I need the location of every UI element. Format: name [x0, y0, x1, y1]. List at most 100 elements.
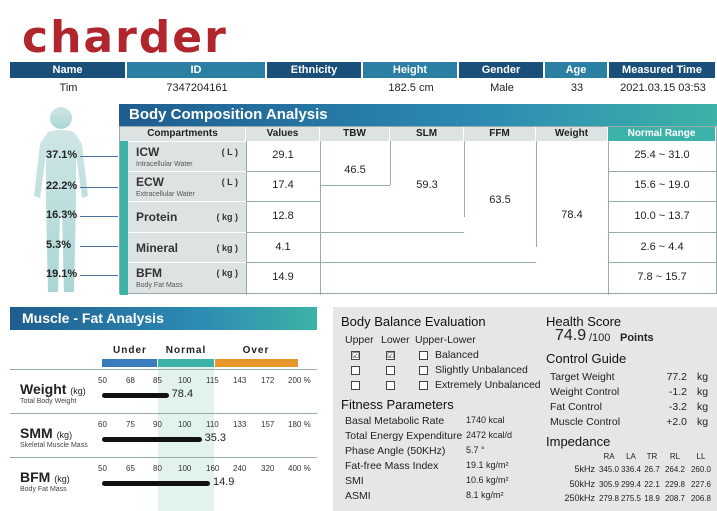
col-slm: SLM — [390, 127, 464, 141]
range-protein: 10.0 ~ 13.7 — [634, 210, 690, 222]
impedance-val: 22.1 — [644, 480, 660, 489]
tick-label: 100 — [178, 464, 192, 473]
checkbox-upper-lower-balanced[interactable] — [419, 351, 428, 360]
impedance-val: 345.0 — [598, 465, 620, 474]
body-composition-table: Compartments Values TBW SLM FFM Weight N… — [119, 126, 717, 295]
header-label-name: Name — [10, 62, 127, 78]
impedance-val: 336.4 — [620, 465, 642, 474]
grid-line — [390, 141, 391, 185]
percent-line — [80, 246, 118, 247]
impedance-col: LL — [696, 452, 706, 461]
compartment-sub: Intracellular Water — [136, 161, 193, 168]
right-panel: Body Balance Evaluation Upper Lower Uppe… — [333, 307, 717, 511]
checkbox-upper-slight[interactable] — [351, 366, 360, 375]
grid-line — [246, 141, 247, 295]
header-value-age: 33 — [570, 82, 584, 94]
mfa-sub: Total Body Weight — [20, 398, 77, 405]
mfa-name-text: BFM — [20, 469, 51, 485]
control-label: Fat Control — [550, 401, 602, 413]
mfa-bar-weight — [102, 393, 169, 398]
fitness-value: 5.7 ° — [466, 445, 485, 455]
compartment-unit: ( kg ) — [216, 243, 239, 253]
compartment-icw: ICW Intracellular Water ( L ) — [128, 142, 246, 171]
fitness-label: Phase Angle (50KHz) — [345, 445, 446, 457]
control-unit: kg — [697, 416, 709, 428]
compartment-unit: ( kg ) — [216, 212, 239, 222]
header-label-id: ID — [127, 62, 267, 78]
percent-line — [80, 216, 118, 217]
grid-line — [320, 141, 321, 295]
col-compartments: Compartments — [120, 127, 246, 141]
tick-label: 160 — [206, 464, 220, 473]
mfa-bar-bfm — [102, 481, 210, 486]
charder-logo: charder — [22, 14, 228, 60]
health-score: 74.9 — [555, 327, 587, 344]
checkbox-upper-extreme[interactable] — [351, 381, 360, 390]
range-mineral: 2.6 ~ 4.4 — [640, 241, 684, 253]
checkbox-lower-balanced[interactable]: ☑ — [386, 351, 395, 360]
checkbox-upper-balanced[interactable]: ☑ — [351, 351, 360, 360]
fitness-label: Fat-free Mass Index — [345, 460, 439, 472]
control-value: -1.2 — [668, 386, 687, 398]
mfa-row-bfm: BFM (kg) Body Fat Mass 50 65 80 100 160 … — [10, 457, 317, 501]
percent-icw: 37.1% — [46, 149, 78, 161]
impedance-val: 208.7 — [664, 494, 686, 503]
control-unit: kg — [697, 386, 709, 398]
header-value-height: 182.5 cm — [388, 82, 434, 94]
impedance-col: TR — [646, 452, 658, 461]
fitness-label: SMI — [345, 475, 364, 487]
compartment-name: ECW — [136, 175, 164, 189]
control-value: +2.0 — [666, 416, 687, 428]
checkbox-lower-slight[interactable] — [386, 366, 395, 375]
muscle-fat-section: Under Normal Over Weight (kg) Total Body… — [10, 330, 317, 511]
checkbox-lower-extreme[interactable] — [386, 381, 395, 390]
logo-text: charder — [22, 14, 228, 60]
impedance-val: 227.6 — [690, 480, 712, 489]
grid-line — [608, 201, 716, 202]
header-value-time: 2021.03.15 03:53 — [620, 82, 706, 94]
value-icw: 29.1 — [272, 149, 294, 161]
value-tbw: 46.5 — [344, 164, 366, 176]
mfa-sub: Body Fat Mass — [20, 486, 67, 493]
header-value-gender: Male — [490, 82, 514, 94]
range-ecw: 15.6 ~ 19.0 — [634, 179, 690, 191]
impedance-val: 206.8 — [690, 494, 712, 503]
checkbox-upper-lower-slight[interactable] — [419, 366, 428, 375]
fitness-value: 10.6 kg/m² — [466, 475, 509, 485]
tick-label: 90 — [153, 420, 162, 429]
percent-line — [80, 187, 118, 188]
value-protein: 12.8 — [272, 210, 294, 222]
health-suffix: /100 — [589, 332, 611, 344]
header-values: Tim 7347204161 182.5 cm Male 33 2021.03.… — [10, 78, 717, 98]
header-label-gender: Gender — [459, 62, 545, 78]
col-normal-range: Normal Range — [608, 127, 716, 141]
band-label-normal: Normal — [165, 345, 207, 356]
balance-option-extreme: Extremely Unbalanced — [435, 379, 541, 391]
grid-line — [608, 262, 716, 263]
tick-label: 180 % — [288, 420, 311, 429]
band-label-under: Under — [113, 345, 147, 356]
band-bar-over — [215, 359, 298, 367]
tick-label: 320 — [261, 464, 275, 473]
tick-label: 60 — [98, 420, 107, 429]
fitness-value: 2472 kcal/d — [466, 430, 513, 440]
balance-col-upper: Upper — [345, 334, 374, 346]
header-labels: Name ID Ethnicity Height Gender Age Meas… — [10, 62, 717, 78]
grid-line — [246, 262, 536, 263]
control-value: 77.2 — [666, 371, 687, 383]
impedance-val: 26.7 — [644, 465, 660, 474]
header-value-id: 7347204161 — [166, 82, 228, 94]
mfa-name-text: Weight — [20, 381, 67, 397]
impedance-val: 299.4 — [620, 480, 642, 489]
grid-line — [320, 185, 390, 186]
impedance-val: 275.5 — [620, 494, 642, 503]
body-silhouette-icon — [34, 107, 88, 292]
impedance-val: 260.0 — [690, 465, 712, 474]
control-title: Control Guide — [546, 351, 627, 366]
tick-label: 110 — [206, 420, 219, 429]
value-slm: 59.3 — [416, 179, 438, 191]
tick-label: 400 % — [288, 464, 311, 473]
header-label-time: Measured Time — [609, 62, 717, 78]
control-value: -3.2 — [668, 401, 687, 413]
checkbox-upper-lower-extreme[interactable] — [419, 381, 428, 390]
